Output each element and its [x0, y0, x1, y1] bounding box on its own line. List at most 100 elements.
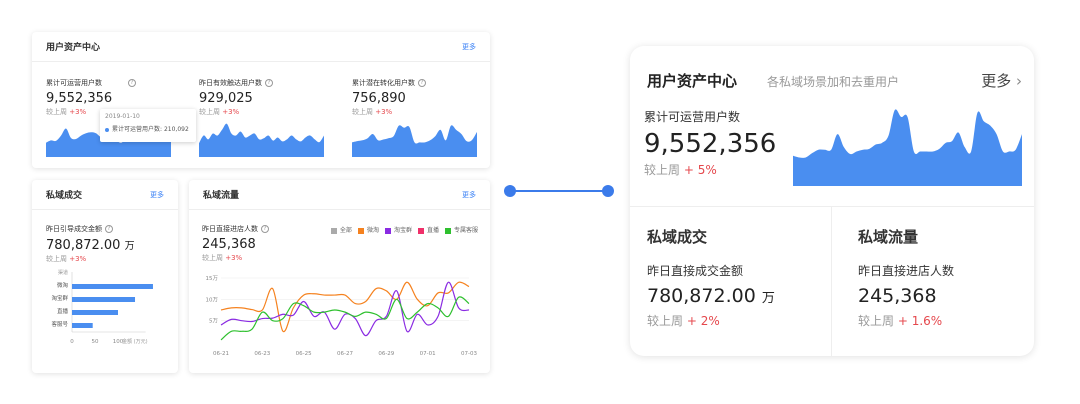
- more-link[interactable]: 更多: [462, 42, 476, 51]
- more-link[interactable]: 更多: [150, 190, 164, 199]
- bar[interactable]: [72, 284, 153, 289]
- series-dot-icon: [105, 127, 109, 132]
- series-line-微淘[interactable]: [220, 281, 470, 333]
- traffic-metric: 昨日直接进店人数? 245,368 较上周 +3%: [202, 224, 269, 263]
- sparkline-area: [793, 109, 1022, 186]
- legend-swatch: [417, 227, 424, 234]
- card-title: 用户资产中心: [647, 72, 738, 90]
- traffic-section[interactable]: 私域流量 昨日直接进店人数 245,368 较上周 + 1.6%: [858, 226, 954, 329]
- sparkline-2[interactable]: [352, 124, 477, 157]
- change: +3%: [225, 254, 243, 262]
- legend-label: 全部: [339, 227, 352, 234]
- private-deals-card: 私域成交 更多 昨日引导成交金额? 780,872.00 万 较上周 +3% 渠道…: [32, 180, 178, 373]
- bar-category-label: 微淘: [57, 281, 69, 289]
- sparkline-1[interactable]: [199, 122, 324, 157]
- metric-value: 245,368: [858, 285, 937, 307]
- metric-label: 累计潜在转化用户数: [352, 79, 415, 87]
- x-tick-label: 0: [70, 339, 74, 345]
- divider: [630, 206, 1034, 207]
- x-tick-label: 06-29: [378, 351, 394, 357]
- compare-label: 较上周: [46, 255, 67, 263]
- connector-dot-right: [602, 185, 614, 197]
- legend-item[interactable]: 全部: [330, 225, 352, 234]
- user-assets-card: 用户资产中心 更多 累计可运营用户数? 9,552,356 较上周 +3% 昨日有…: [32, 32, 490, 168]
- bar-category-label: 客服号: [51, 320, 68, 328]
- compare-label: 较上周: [647, 314, 684, 328]
- help-icon[interactable]: ?: [261, 225, 269, 233]
- main-metric: 累计可运营用户数 9,552,356 较上周 + 5%: [644, 108, 776, 178]
- y-tick-label: 10万: [206, 296, 219, 303]
- legend-swatch: [330, 227, 337, 234]
- help-icon[interactable]: ?: [265, 79, 273, 87]
- metric-label: 昨日直接进店人数: [202, 225, 258, 233]
- metric-label: 昨日引导成交金额: [46, 225, 102, 233]
- main-sparkline[interactable]: [793, 106, 1022, 186]
- bar[interactable]: [72, 323, 93, 328]
- legend-item[interactable]: 专属客服: [444, 225, 478, 234]
- metric-value: 780,872.00: [647, 285, 756, 307]
- series-line-专属客服[interactable]: [220, 296, 470, 341]
- more-link[interactable]: 更多 ›: [981, 70, 1022, 91]
- card-title: 私域流量: [203, 191, 240, 201]
- bar[interactable]: [72, 297, 136, 302]
- x-axis-label: 金额 (万元): [122, 338, 148, 345]
- x-tick-label: 06-27: [337, 351, 353, 357]
- change: + 5%: [683, 163, 717, 177]
- x-tick-label: 100: [113, 339, 124, 345]
- x-tick-label: 06-23: [254, 351, 270, 357]
- x-tick-label: 06-25: [296, 351, 312, 357]
- metric-unit: 万: [124, 241, 135, 252]
- compare-label: 较上周: [352, 108, 373, 116]
- metric-label: 累计可运营用户数: [46, 79, 102, 87]
- deals-section[interactable]: 私域成交 昨日直接成交金额 780,872.00 万 较上周 + 2%: [647, 226, 775, 329]
- tooltip-series: 累计可运营用户数: [112, 126, 161, 133]
- tooltip-date: 2019-01-10: [105, 113, 140, 120]
- help-icon[interactable]: ?: [105, 225, 113, 233]
- x-tick-label: 07-01: [420, 351, 436, 357]
- legend-label: 专属客服: [453, 227, 478, 234]
- chevron-right-icon: ›: [1016, 72, 1022, 90]
- compare-label: 较上周: [199, 108, 220, 116]
- y-tick-label: 15万: [206, 275, 219, 282]
- sparkline-area: [199, 123, 324, 157]
- help-icon[interactable]: ?: [418, 79, 426, 87]
- more-link[interactable]: 更多: [462, 190, 476, 199]
- legend-swatch: [384, 227, 391, 234]
- metric-0: 累计可运营用户数? 9,552,356 较上周 +3%: [46, 78, 186, 117]
- metric-label: 昨日直接成交金额: [647, 264, 744, 278]
- metric-2: 累计潜在转化用户数? 756,890 较上周 +3%: [352, 78, 492, 117]
- compare-label: 较上周: [858, 314, 895, 328]
- divider-vertical: [831, 206, 832, 356]
- legend-label: 微淘: [366, 227, 379, 234]
- legend-item[interactable]: 淘宝群: [384, 225, 412, 234]
- metric-value: 9,552,356: [644, 129, 777, 159]
- help-icon[interactable]: ?: [128, 79, 136, 87]
- section-title: 私域成交: [647, 228, 708, 246]
- change: +3%: [375, 108, 393, 116]
- compare-label: 较上周: [46, 108, 67, 116]
- sparkline-0[interactable]: [46, 127, 171, 157]
- compare-label: 较上周: [644, 163, 681, 177]
- legend-item[interactable]: 直播: [417, 225, 439, 234]
- more-label: 更多: [981, 72, 1012, 90]
- connector-dot-left: [504, 185, 516, 197]
- legend-label: 直播: [426, 227, 439, 234]
- series-line-淘宝群[interactable]: [220, 281, 470, 337]
- chart-legend: 全部 微淘 淘宝群 直播 专属客服: [330, 225, 478, 234]
- card-subtitle: 各私域场景加和去重用户: [767, 75, 900, 89]
- legend-swatch: [444, 227, 451, 234]
- change: + 1.6%: [897, 314, 943, 328]
- sparkline-area: [46, 128, 171, 157]
- x-tick-label: 50: [92, 339, 99, 345]
- metric-value: 756,890: [352, 91, 406, 106]
- x-tick-label: 06-21: [213, 351, 229, 357]
- legend-item[interactable]: 微淘: [357, 225, 379, 234]
- bar-category-label: 淘宝群: [51, 294, 68, 302]
- deals-metric: 昨日引导成交金额? 780,872.00 万 较上周 +3%: [46, 224, 135, 264]
- legend-swatch: [357, 227, 364, 234]
- bar[interactable]: [72, 310, 118, 315]
- metric-value: 245,368: [202, 237, 256, 252]
- tooltip: 2019-01-10 累计可运营用户数: 210,092: [100, 109, 196, 142]
- metric-1: 昨日有效触达用户数? 929,025 较上周 +3%: [199, 78, 339, 117]
